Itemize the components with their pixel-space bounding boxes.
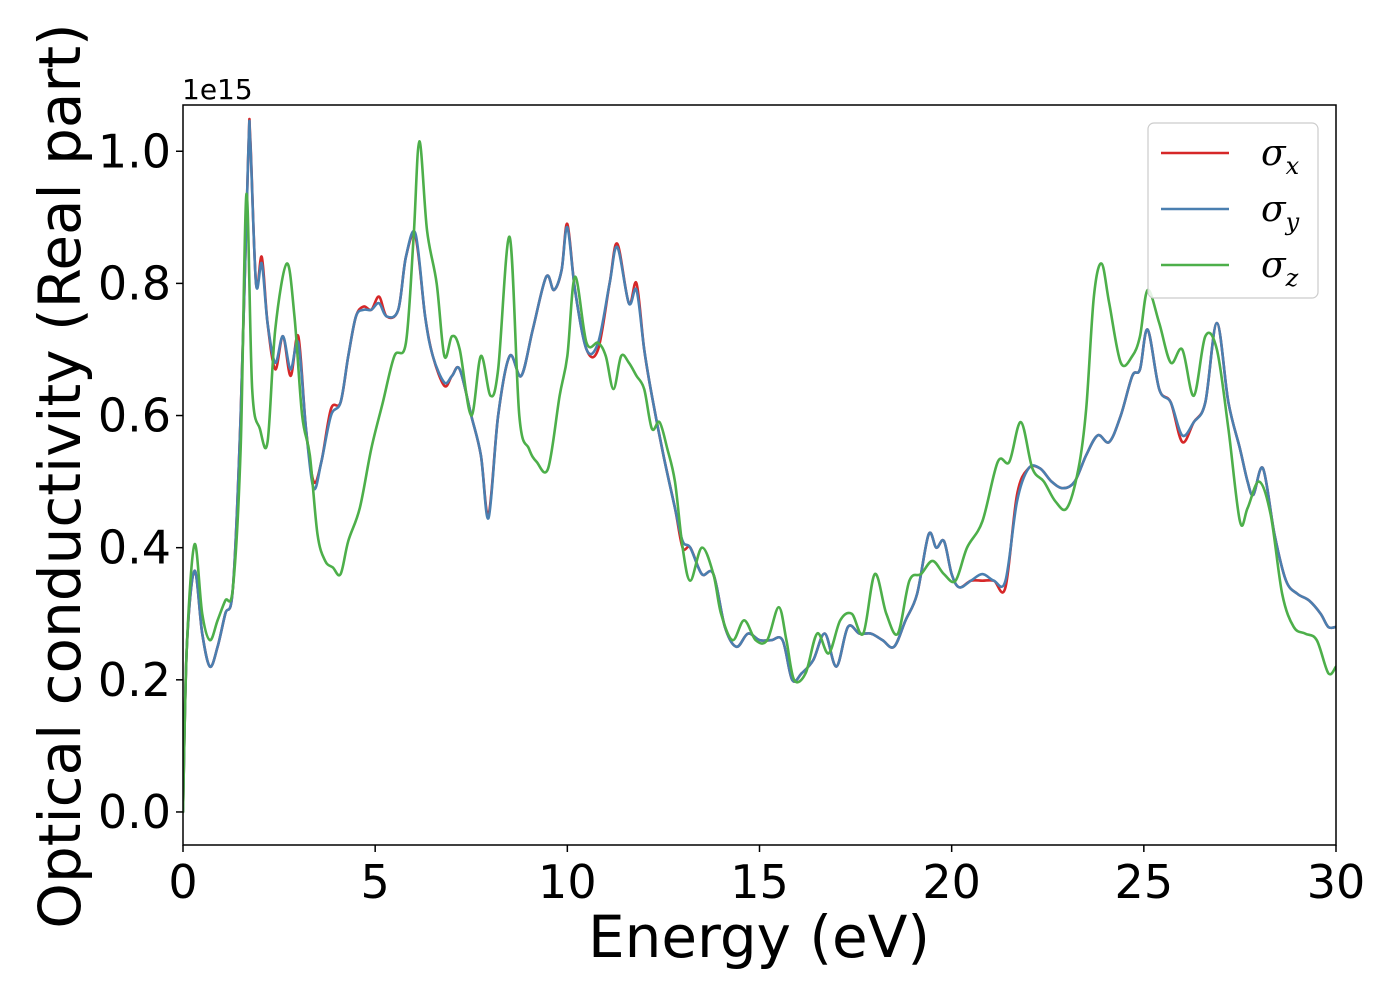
x-tick-label: 0 (168, 855, 197, 909)
x-tick-label: 5 (361, 855, 390, 909)
sigma-z-line (183, 140, 1336, 814)
y-tick-label: 0.8 (98, 256, 171, 310)
x-tick-label: 30 (1307, 855, 1366, 909)
sigma-y-line (183, 119, 1336, 814)
x-axis: 0 5 10 15 20 25 30 (168, 845, 1365, 909)
y-tick-label: 0.4 (98, 521, 171, 575)
plot-lines (183, 117, 1336, 814)
y-tick-label: 1.0 (98, 124, 171, 178)
y-tick-label: 0.0 (98, 785, 171, 839)
x-tick-label: 10 (538, 855, 597, 909)
x-tick-label: 15 (730, 855, 789, 909)
legend-box (1147, 122, 1319, 299)
x-axis-label: Energy (eV) (588, 903, 930, 971)
y-tick-label: 0.2 (98, 653, 171, 707)
y-tick-label: 0.6 (98, 389, 171, 443)
y-offset-label: 1e15 (182, 73, 253, 106)
y-axis-label: Optical conductivity (Real part) (26, 23, 94, 928)
x-tick-label: 25 (1115, 855, 1174, 909)
y-axis: 0.0 0.2 0.4 0.6 0.8 1.0 (98, 124, 183, 839)
x-tick-label: 20 (922, 855, 981, 909)
